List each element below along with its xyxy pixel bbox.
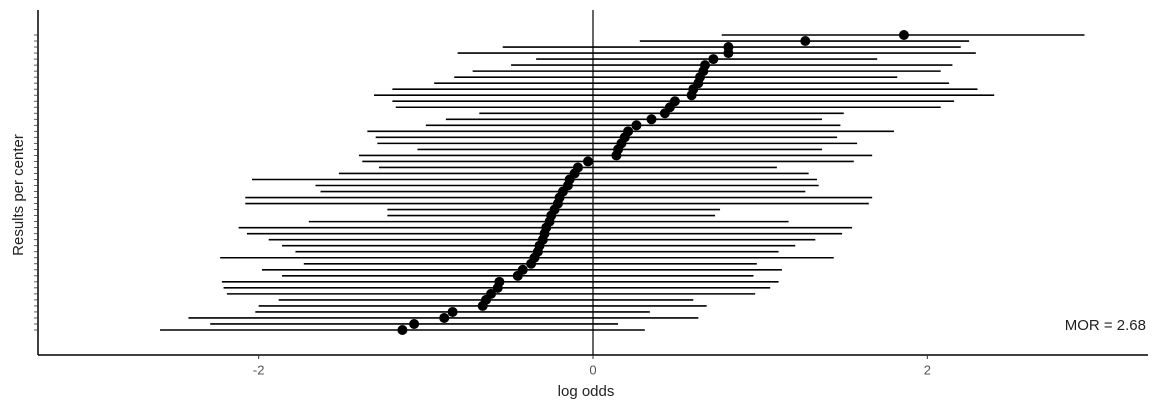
x-axis-label: log odds (558, 383, 615, 400)
point (572, 162, 583, 173)
point (447, 306, 458, 317)
point (623, 126, 634, 137)
point (517, 264, 528, 275)
point (723, 42, 734, 53)
point (700, 60, 711, 71)
point (669, 96, 680, 107)
point (494, 276, 505, 287)
point (397, 325, 408, 335)
point (409, 318, 420, 329)
y-axis-label: Results per center (10, 134, 27, 256)
point (631, 120, 642, 131)
point (646, 114, 657, 125)
point (898, 30, 909, 40)
x-tick-label: 0 (589, 362, 596, 377)
point (708, 54, 719, 65)
x-tick-label: 2 (924, 362, 931, 377)
annotation: MOR = 2.68 (1065, 317, 1146, 334)
point (486, 288, 497, 299)
x-tick-label: -2 (253, 362, 265, 377)
point (800, 36, 811, 47)
point (439, 312, 450, 323)
point (582, 156, 593, 167)
